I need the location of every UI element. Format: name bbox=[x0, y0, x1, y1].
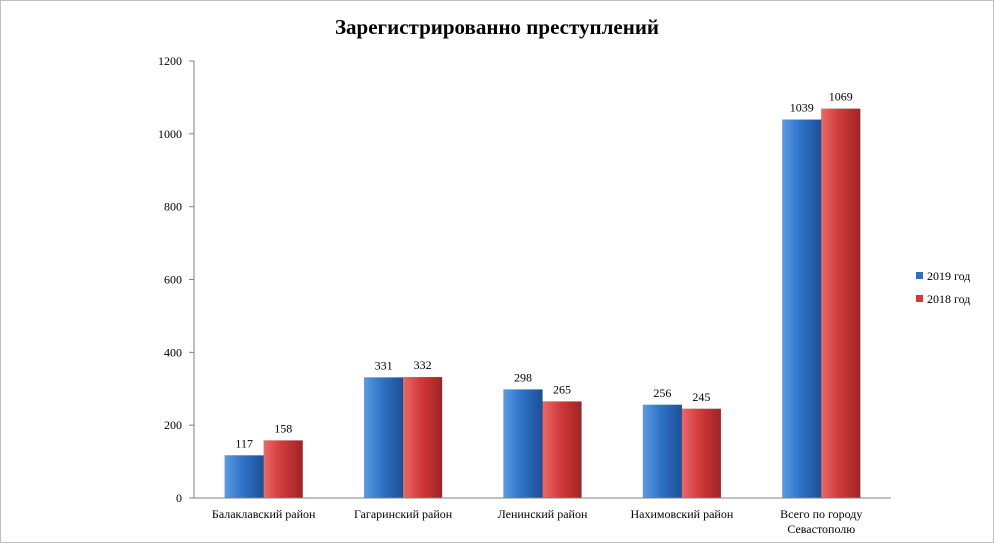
bar-series-2019 bbox=[642, 404, 683, 499]
data-label: 117 bbox=[235, 436, 253, 450]
bars: 117 158 331 332 298 265 256 245 1039 1069 bbox=[224, 90, 861, 499]
x-category-label: Севастополю bbox=[787, 522, 855, 536]
bar-series-2018 bbox=[402, 376, 443, 499]
bar-series-2018 bbox=[821, 108, 861, 499]
bar-series-2019 bbox=[782, 119, 822, 499]
y-tick-label: 1000 bbox=[158, 127, 182, 141]
bar-series-2019 bbox=[224, 455, 264, 499]
legend-swatch bbox=[916, 295, 923, 302]
data-label: 256 bbox=[653, 386, 671, 400]
y-tick-label: 200 bbox=[164, 418, 182, 432]
data-label: 158 bbox=[274, 421, 292, 435]
y-tick-label: 800 bbox=[164, 200, 182, 214]
y-tick-label: 600 bbox=[164, 273, 182, 287]
bar-series-2019 bbox=[503, 389, 543, 499]
x-axis: Балаклавский район Гагаринский район Ленин… bbox=[194, 497, 891, 536]
bar-series-2018 bbox=[542, 401, 582, 499]
legend: 2019 год 2018 год bbox=[916, 269, 970, 306]
legend-label: 2019 год bbox=[927, 269, 970, 283]
data-label: 1069 bbox=[829, 90, 853, 104]
bar-series-2018 bbox=[263, 440, 303, 499]
bar-series-2018 bbox=[681, 408, 722, 499]
x-category-label: Гагаринский район bbox=[354, 507, 453, 521]
y-tick-label: 400 bbox=[164, 345, 182, 359]
y-tick-label: 0 bbox=[176, 491, 182, 505]
x-category-label: Всего по городу bbox=[780, 507, 862, 521]
y-tick-label: 1200 bbox=[158, 54, 182, 68]
bar-series-2019 bbox=[363, 377, 404, 499]
x-category-label: Нахимовский район bbox=[631, 507, 734, 521]
data-label: 332 bbox=[414, 358, 432, 372]
x-category-label: Ленинский район bbox=[498, 507, 588, 521]
data-label: 331 bbox=[375, 358, 393, 372]
chart-title: Зарегистрированно преступлений bbox=[335, 15, 659, 39]
legend-label: 2018 год bbox=[927, 292, 970, 306]
x-category-label: Балаклавский район bbox=[212, 507, 316, 521]
data-label: 265 bbox=[553, 382, 571, 396]
data-label: 245 bbox=[692, 390, 710, 404]
legend-swatch bbox=[916, 272, 923, 279]
data-label: 1039 bbox=[790, 101, 814, 115]
data-label: 298 bbox=[514, 370, 532, 384]
y-axis: 0 200 400 600 800 1000 1200 bbox=[158, 54, 195, 505]
